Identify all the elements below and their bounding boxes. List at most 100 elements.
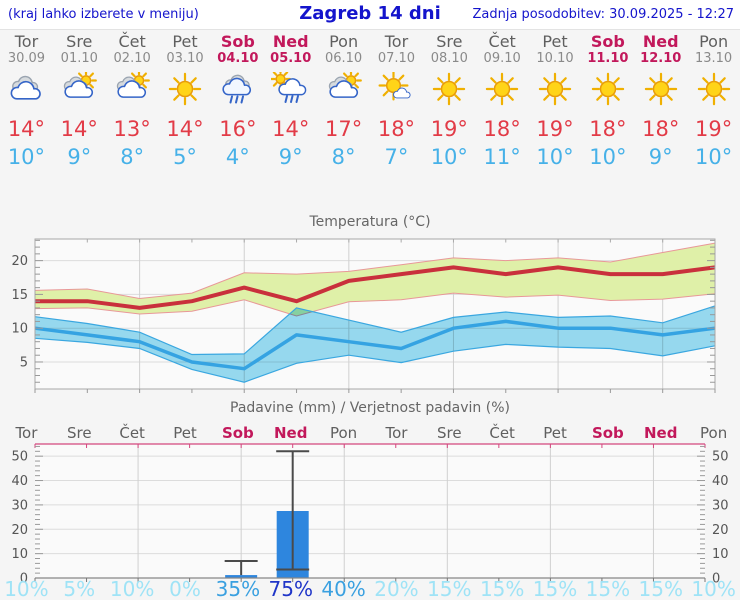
svg-text:20: 20 bbox=[712, 523, 729, 538]
day-min-temp: 10° bbox=[589, 145, 627, 169]
temperature-chart: 5 10 15 20 bbox=[11, 238, 716, 393]
precip-day-label: Čet bbox=[489, 424, 515, 442]
day-date: 11.10 bbox=[587, 51, 629, 66]
day-name: Tor bbox=[14, 32, 39, 51]
precip-probability: 15% bbox=[427, 577, 472, 600]
temperature-chart-title: Temperatura (°C) bbox=[309, 214, 431, 230]
day-column: Čet 09.10 18° 11° bbox=[476, 32, 529, 171]
location-hint: (kraj lahko izberete v meniju) bbox=[8, 7, 199, 22]
svg-text:20: 20 bbox=[11, 523, 28, 538]
precip-day-label: Sob bbox=[591, 424, 624, 442]
day-column: Sre 01.10 14° 9° bbox=[53, 32, 106, 171]
forecast-strip: Tor 30.09 14° 10° Sre 01.10 14° 9° Čet 0… bbox=[0, 32, 740, 171]
precip-probability: 35% bbox=[215, 577, 261, 600]
precip-probability: 15% bbox=[638, 577, 683, 600]
day-name: Sre bbox=[436, 32, 463, 51]
sun-rain-icon bbox=[264, 70, 317, 110]
day-column: Pet 03.10 14° 5° bbox=[159, 32, 212, 171]
day-name: Sob bbox=[590, 32, 625, 51]
day-min-temp: 9° bbox=[278, 145, 303, 169]
day-max-temp: 18° bbox=[642, 117, 680, 141]
day-column: Čet 02.10 13° 8° bbox=[106, 32, 159, 171]
day-column: Sob 11.10 18° 10° bbox=[581, 32, 634, 171]
svg-text:10: 10 bbox=[712, 547, 729, 562]
sun-small-cloud-icon bbox=[370, 70, 423, 110]
day-date: 13.10 bbox=[694, 51, 733, 66]
day-name: Pet bbox=[542, 32, 568, 51]
svg-text:30: 30 bbox=[11, 498, 28, 513]
svg-text:40: 40 bbox=[11, 474, 28, 489]
day-min-temp: 9° bbox=[67, 145, 92, 169]
sun-cloud-icon bbox=[53, 70, 106, 110]
precip-day-label: Pet bbox=[173, 424, 197, 442]
day-date: 30.09 bbox=[7, 51, 46, 66]
svg-text:20: 20 bbox=[11, 254, 28, 269]
sunny-icon bbox=[423, 70, 476, 110]
precip-day-label: Pon bbox=[329, 424, 358, 442]
day-date: 01.10 bbox=[60, 51, 98, 66]
precip-day-label: Tor bbox=[385, 424, 408, 442]
precip-probability: 5% bbox=[63, 577, 96, 600]
day-column: Ned 05.10 14° 9° bbox=[264, 32, 317, 171]
last-updated: Zadnja posodobitev: 30.09.2025 - 12:27 bbox=[472, 7, 734, 22]
precip-probability: 40% bbox=[321, 577, 366, 600]
day-min-temp: 5° bbox=[173, 145, 197, 169]
day-date: 10.10 bbox=[536, 51, 574, 66]
day-max-temp: 14° bbox=[7, 117, 46, 141]
svg-text:15: 15 bbox=[11, 288, 28, 303]
header-bar: (kraj lahko izberete v meniju) Zagreb 14… bbox=[0, 0, 740, 30]
day-date: 09.10 bbox=[483, 51, 521, 66]
day-name: Pet bbox=[172, 32, 198, 51]
day-min-temp: 10° bbox=[7, 145, 46, 169]
precip-day-label: Sre bbox=[437, 424, 462, 442]
day-max-temp: 19° bbox=[536, 117, 574, 141]
day-max-temp: 14° bbox=[60, 117, 98, 141]
svg-text:10: 10 bbox=[11, 547, 28, 562]
day-column: Ned 12.10 18° 9° bbox=[634, 32, 687, 171]
cloudy-icon bbox=[0, 70, 53, 110]
day-column: Pet 10.10 19° 10° bbox=[529, 32, 582, 171]
sunny-icon bbox=[581, 70, 634, 110]
precip-probability: 10% bbox=[109, 577, 155, 600]
svg-text:10: 10 bbox=[11, 322, 28, 337]
svg-text:50: 50 bbox=[11, 450, 28, 465]
day-max-temp: 13° bbox=[113, 117, 151, 141]
day-column: Tor 07.10 18° 7° bbox=[370, 32, 423, 171]
precip-day-label: Ned bbox=[644, 424, 678, 442]
precip-day-label: Čet bbox=[119, 424, 145, 442]
day-min-temp: 8° bbox=[331, 145, 356, 169]
svg-text:0: 0 bbox=[712, 572, 720, 584]
svg-text:40: 40 bbox=[712, 474, 729, 489]
day-max-temp: 19° bbox=[694, 117, 733, 141]
day-max-temp: 18° bbox=[377, 117, 416, 141]
svg-text:0: 0 bbox=[20, 572, 28, 584]
day-min-temp: 7° bbox=[384, 145, 409, 169]
day-min-temp: 11° bbox=[483, 145, 521, 169]
day-max-temp: 18° bbox=[483, 117, 521, 141]
precip-day-label: Sob bbox=[221, 424, 254, 442]
sun-cloud-icon bbox=[317, 70, 370, 110]
day-name: Čet bbox=[488, 32, 516, 51]
svg-text:50: 50 bbox=[712, 450, 729, 465]
day-name: Pon bbox=[699, 32, 729, 51]
sunny-icon bbox=[476, 70, 529, 110]
day-name: Tor bbox=[384, 32, 409, 51]
day-min-temp: 8° bbox=[120, 145, 145, 169]
day-name: Sob bbox=[220, 32, 255, 51]
day-min-temp: 10° bbox=[430, 145, 468, 169]
day-date: 02.10 bbox=[113, 51, 151, 66]
precip-probability: 20% bbox=[374, 577, 419, 600]
svg-text:5: 5 bbox=[20, 355, 28, 370]
day-max-temp: 14° bbox=[166, 117, 204, 141]
precip-day-label: Pet bbox=[543, 424, 567, 442]
day-name: Pon bbox=[329, 32, 359, 51]
precip-day-label: Sre bbox=[66, 424, 92, 442]
precip-probability: 15% bbox=[585, 577, 631, 600]
precip-probability: 10% bbox=[4, 577, 49, 600]
precip-probability: 75% bbox=[268, 577, 313, 600]
day-name: Čet bbox=[118, 32, 146, 51]
precip-day-labels: Tor Sre Čet Pet Sob Ned Pon Tor Sre Čet Pet Sob Ned P… bbox=[0, 424, 740, 442]
sunny-icon bbox=[634, 70, 687, 110]
svg-text:30: 30 bbox=[712, 498, 729, 513]
